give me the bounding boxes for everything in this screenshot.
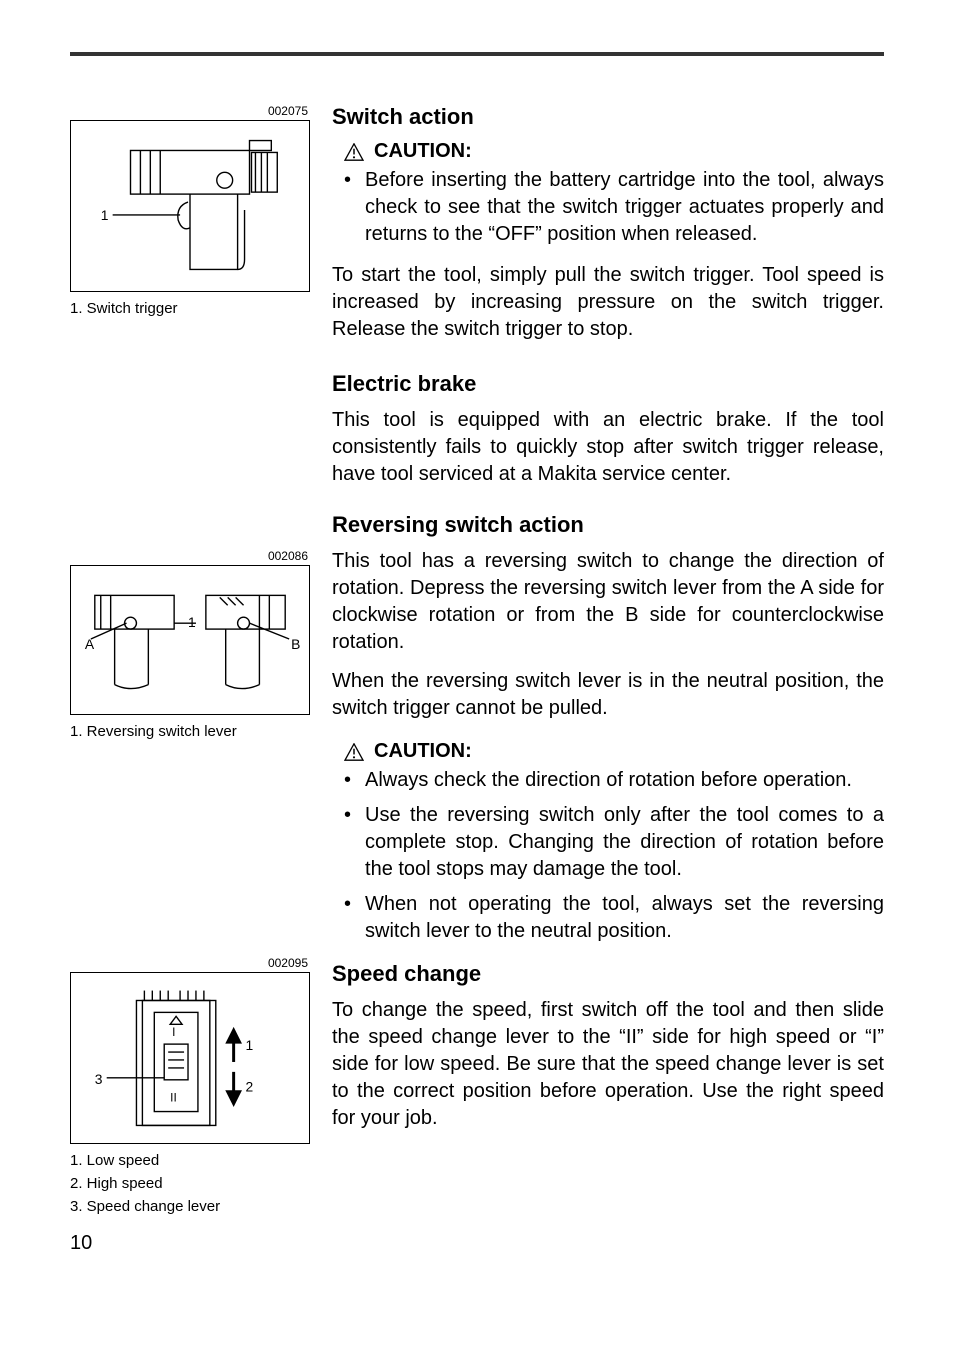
figure-caption: 1. Reversing switch lever <box>70 721 310 742</box>
figure-code: 002086 <box>70 549 310 563</box>
figure-speed-change: 002095 <box>70 956 310 1217</box>
figure-switch-trigger: 002075 <box>70 104 310 319</box>
svg-text:1: 1 <box>188 614 196 630</box>
body-paragraph: To change the speed, first switch off th… <box>332 997 884 1132</box>
caution-header: CAUTION: <box>344 740 884 763</box>
figure-caption-line: 2. High speed <box>70 1173 310 1194</box>
figure-code: 002075 <box>70 104 310 118</box>
figure-reversing-switch: 002086 <box>70 549 310 742</box>
figure-frame: I II 1 2 3 <box>70 972 310 1144</box>
body-paragraph: This tool is equipped with an electric b… <box>332 407 884 488</box>
caution-item: •When not operating the tool, always set… <box>344 891 884 945</box>
text-column: Switch action CAUTION: •Before inserting… <box>332 104 884 1245</box>
body-paragraph: This tool has a reversing switch to chan… <box>332 548 884 656</box>
svg-text:A: A <box>85 636 95 652</box>
caution-header: CAUTION: <box>344 140 884 163</box>
page: 002075 <box>0 0 954 1285</box>
svg-text:2: 2 <box>246 1079 254 1095</box>
svg-text:1: 1 <box>246 1037 254 1053</box>
svg-text:II: II <box>170 1091 177 1105</box>
section-title-speed-change: Speed change <box>332 961 884 987</box>
caution-text-item: Before inserting the battery cartridge i… <box>365 167 884 248</box>
page-number: 10 <box>70 1232 92 1255</box>
spacer <box>70 347 310 549</box>
figure-caption: 1. Switch trigger <box>70 298 310 319</box>
section-title-reversing: Reversing switch action <box>332 512 884 538</box>
spacer <box>70 770 310 956</box>
svg-text:3: 3 <box>95 1071 103 1087</box>
body-paragraph: When the reversing switch lever is in th… <box>332 668 884 722</box>
figure-frame: 1 <box>70 120 310 292</box>
caution-list: •Before inserting the battery cartridge … <box>344 167 884 248</box>
caution-text-item: When not operating the tool, always set … <box>365 891 884 945</box>
figure-caption-line: 3. Speed change lever <box>70 1196 310 1217</box>
top-rule <box>70 52 884 56</box>
svg-text:1: 1 <box>101 207 109 223</box>
caution-text-item: Always check the direction of rotation b… <box>365 767 884 794</box>
content-columns: 002075 <box>70 104 884 1245</box>
drill-trigger-illustration: 1 <box>71 120 309 292</box>
caution-item: •Use the reversing switch only after the… <box>344 802 884 883</box>
section-title-switch-action: Switch action <box>332 104 884 130</box>
svg-text:B: B <box>291 636 300 652</box>
figure-code: 002095 <box>70 956 310 970</box>
caution-list: •Always check the direction of rotation … <box>344 767 884 945</box>
warning-icon <box>344 743 364 761</box>
body-paragraph: To start the tool, simply pull the switc… <box>332 262 884 343</box>
section-title-electric-brake: Electric brake <box>332 371 884 397</box>
warning-icon <box>344 143 364 161</box>
caution-item: •Before inserting the battery cartridge … <box>344 167 884 248</box>
caution-text-item: Use the reversing switch only after the … <box>365 802 884 883</box>
reversing-switch-illustration: A 1 B <box>71 565 309 715</box>
spacer <box>332 361 884 371</box>
caution-item: •Always check the direction of rotation … <box>344 767 884 794</box>
svg-text:I: I <box>172 1025 175 1039</box>
speed-change-illustration: I II 1 2 3 <box>71 972 309 1144</box>
caution-label: CAUTION: <box>374 140 472 163</box>
figures-column: 002075 <box>70 104 310 1245</box>
caution-label: CAUTION: <box>374 740 472 763</box>
figure-caption-line: 1. Low speed <box>70 1150 310 1171</box>
figure-frame: A 1 B <box>70 565 310 715</box>
